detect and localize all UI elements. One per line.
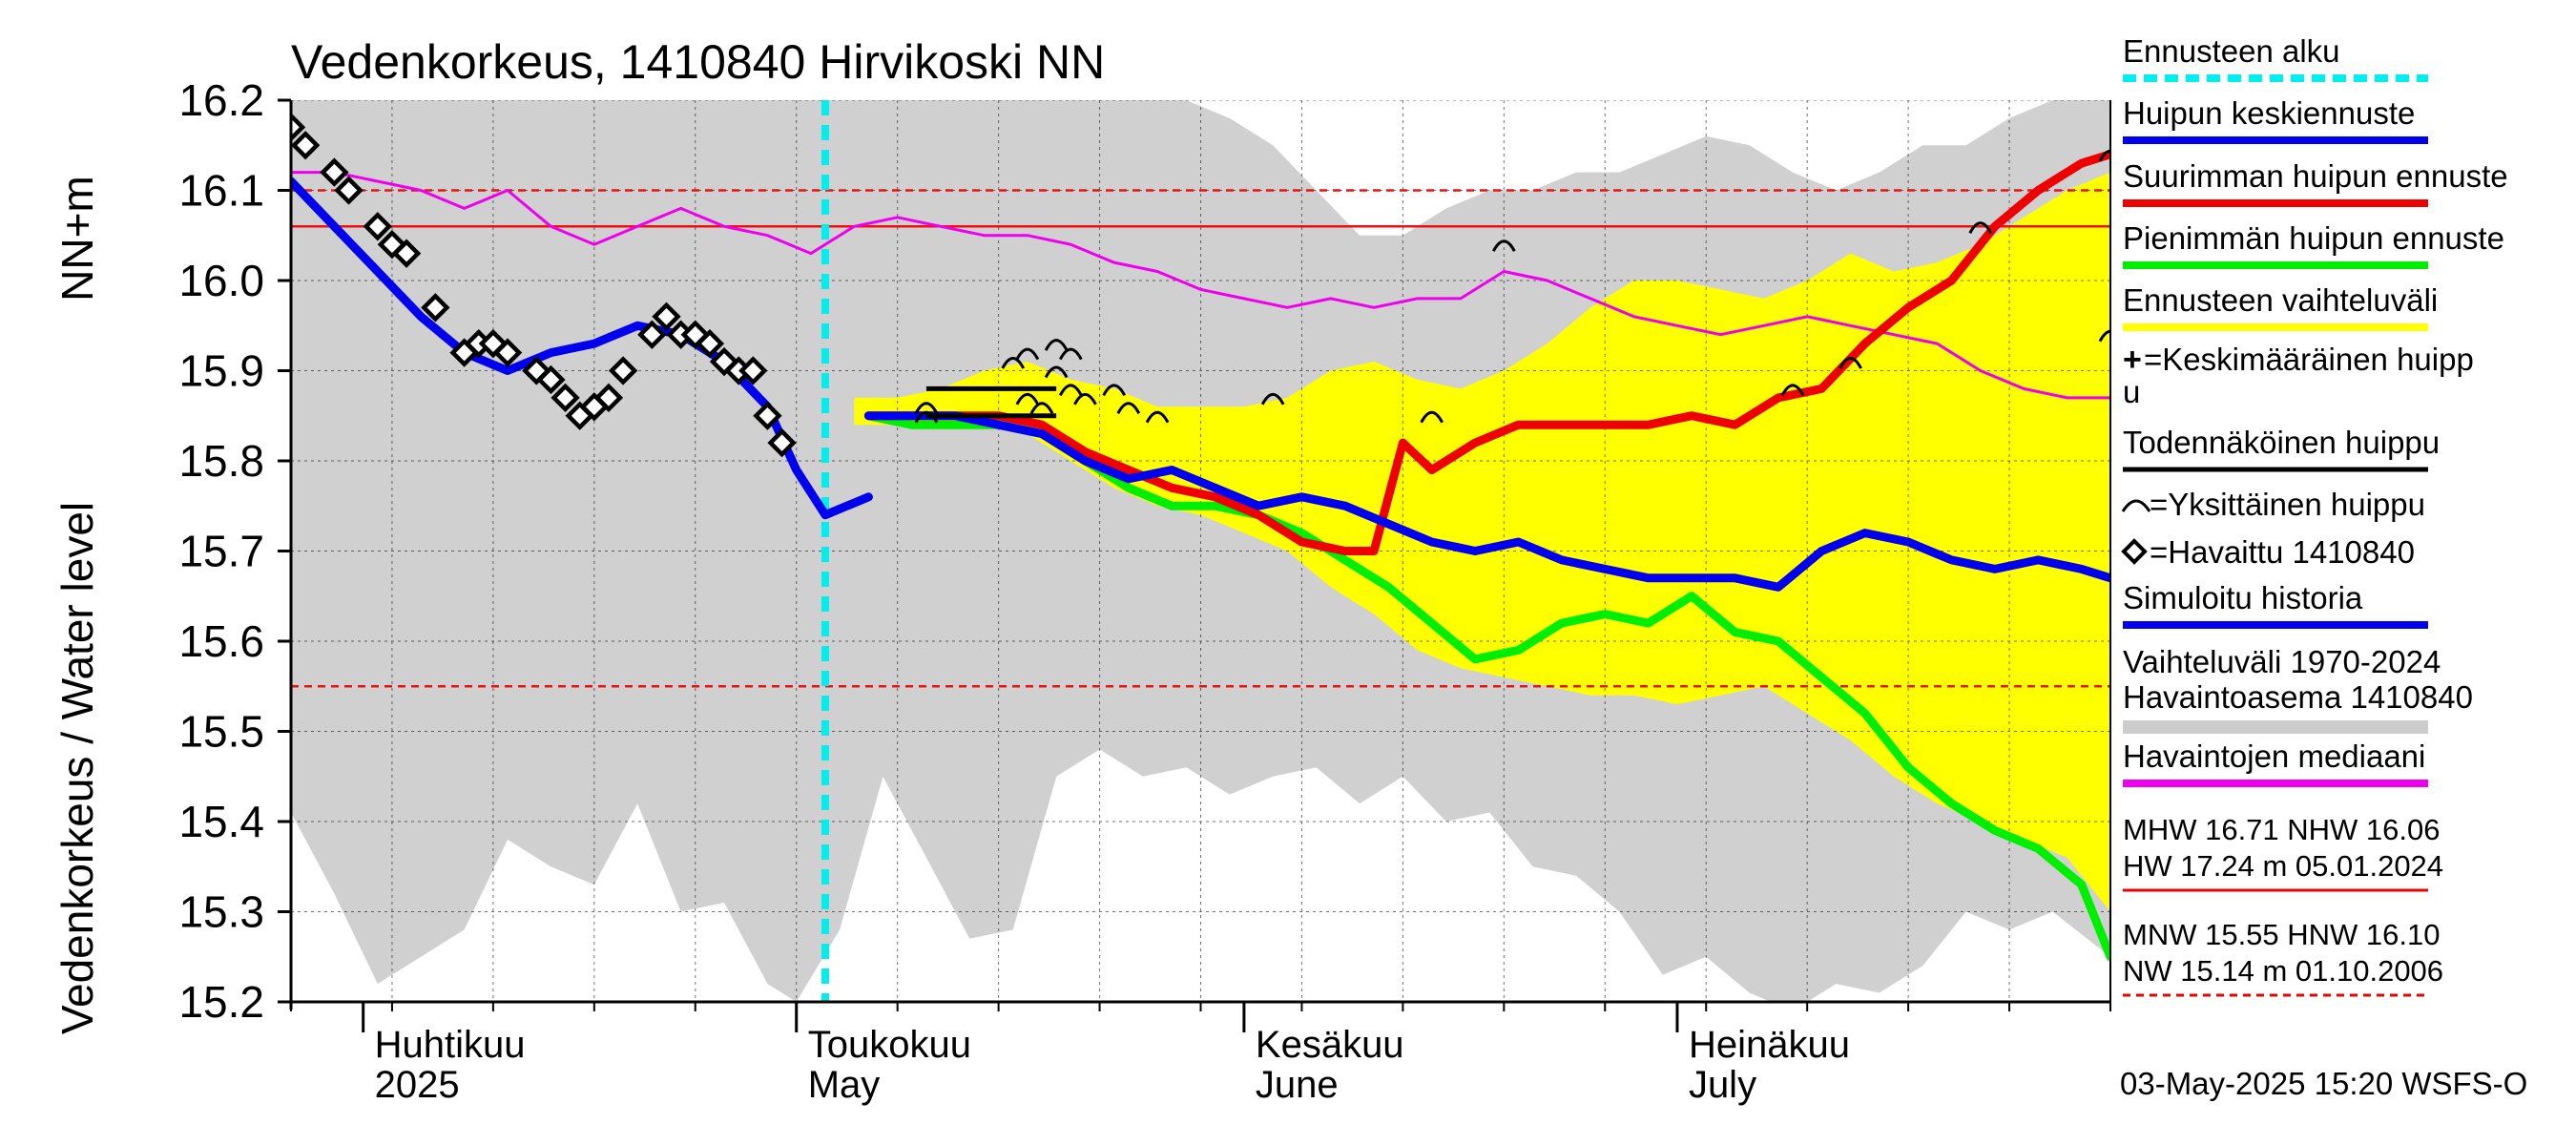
observed-point xyxy=(753,401,782,430)
single-peak-marker xyxy=(1420,410,1444,424)
single-peak-marker xyxy=(1839,357,1862,369)
single-peak-marker xyxy=(1968,221,1993,235)
observed-point xyxy=(492,338,523,367)
series-suurimman-huipun-ennuste xyxy=(863,150,2110,555)
x-month-label-fi: Heinäkuu xyxy=(1689,1024,1850,1066)
legend: Ennusteen alku Huipun keskiennuste Suurimm… xyxy=(2121,33,2508,997)
legend-label: Ennusteen alku xyxy=(2123,33,2340,69)
observed-point xyxy=(652,302,681,331)
stats-line: NW 15.14 m 01.10.2006 xyxy=(2123,954,2443,988)
y-tick-label: 15.4 xyxy=(178,797,264,846)
legend-label: =Keskimääräinen huipp xyxy=(2144,342,2474,377)
single-peak-marker xyxy=(1001,357,1026,369)
legend-label: Suurimman huipun ennuste xyxy=(2123,158,2508,194)
observed-point xyxy=(709,346,739,377)
x-month-label-en: July xyxy=(1689,1064,1756,1106)
single-peak-marker xyxy=(1145,410,1170,424)
x-month-label-fi: Kesäkuu xyxy=(1256,1024,1404,1066)
single-peak-marker xyxy=(1044,339,1069,351)
legend-label: Todennäköinen huippu xyxy=(2123,425,2440,460)
single-peak-marker xyxy=(1044,365,1069,379)
observed-point xyxy=(680,320,710,349)
observed-point xyxy=(738,356,768,385)
stats-line: MHW 16.71 NHW 16.06 xyxy=(2123,813,2441,846)
single-peak-marker xyxy=(1029,402,1054,415)
single-peak-marker xyxy=(1116,402,1141,415)
forecast-range-band xyxy=(854,172,2110,912)
y-tick-label: 16.2 xyxy=(178,75,264,125)
legend-label: =Yksittäinen huippu xyxy=(2150,487,2425,522)
observed-point xyxy=(608,356,638,385)
y-tick-label: 15.5 xyxy=(178,707,264,757)
observed-point xyxy=(522,356,551,385)
legend-label: Vaihteluväli 1970-2024 xyxy=(2123,644,2441,679)
single-peak-marker xyxy=(1015,347,1040,361)
y-tick-label: 15.2 xyxy=(178,977,264,1027)
legend-label-cont: u xyxy=(2123,374,2140,409)
observed-point xyxy=(593,383,624,413)
single-peak-marker xyxy=(1058,347,1083,361)
single-peak-marker xyxy=(1073,392,1097,406)
x-month-label-en: 2025 xyxy=(375,1064,460,1106)
observed-point xyxy=(767,427,797,458)
stats-line: HW 17.24 m 05.01.2024 xyxy=(2123,849,2443,883)
stats-line: MNW 15.55 HNW 16.10 xyxy=(2123,918,2441,951)
plot-content xyxy=(291,100,2110,1002)
legend-label: =Havaittu 1410840 xyxy=(2150,534,2415,570)
observed-point xyxy=(291,113,306,142)
observed-point xyxy=(320,157,349,187)
x-month-label-en: May xyxy=(808,1064,881,1106)
observed-point xyxy=(391,239,422,268)
observed-point xyxy=(478,328,509,359)
y-tick-label: 15.9 xyxy=(178,346,264,396)
single-peak-marker xyxy=(1260,392,1285,406)
single-peak-marker xyxy=(1780,384,1805,397)
footer-timestamp: 03-May-2025 15:20 WSFS-O xyxy=(2120,1066,2527,1101)
single-peak-marker xyxy=(1492,239,1516,252)
single-peak-marker xyxy=(1102,384,1127,397)
legend-label: Simuloitu historia xyxy=(2123,580,2363,615)
x-month-label-en: June xyxy=(1256,1064,1339,1106)
legend-diamond-icon xyxy=(2121,538,2148,565)
observed-point xyxy=(291,131,321,160)
legend-label: Pienimmän huipun ennuste xyxy=(2123,220,2504,256)
observed-point xyxy=(421,293,450,323)
series-havaintojen-mediaani xyxy=(291,171,2110,400)
observed-point xyxy=(551,383,580,413)
observed-point xyxy=(536,364,566,395)
observed-point xyxy=(637,320,667,349)
y-tick-label: 16.1 xyxy=(178,166,264,216)
x-month-label-fi: Huhtikuu xyxy=(375,1024,526,1066)
plot-area: 15.2 15.3 15.4 15.5 15.6 15.7 15.8 15.9 16.0 16.1… xyxy=(178,75,2111,1106)
observed-point xyxy=(334,176,364,205)
single-peak-marker xyxy=(2098,149,2110,162)
single-peak-marker xyxy=(914,410,939,424)
chart-title: Vedenkorkeus, 1410840 Hirvikoski NN xyxy=(291,35,1105,89)
single-peak-marker xyxy=(1058,384,1083,397)
x-month-label-fi: Toukokuu xyxy=(808,1024,971,1066)
y-tick-label: 15.3 xyxy=(178,887,264,937)
observed-point xyxy=(363,212,392,241)
y-tick-label: 15.6 xyxy=(178,616,264,666)
series-huipun-keskiennuste xyxy=(863,411,2110,592)
y-axis-unit-label: NN+m xyxy=(52,176,102,302)
y-tick-label: 15.8 xyxy=(178,436,264,486)
legend-label-cont: Havaintoasema 1410840 xyxy=(2123,679,2473,715)
legend-label: Havaintojen mediaani xyxy=(2123,739,2425,774)
legend-arc-icon xyxy=(2121,499,2151,512)
y-axis-label: Vedenkorkeus / Water level xyxy=(52,502,102,1034)
legend-label: Huipun keskiennuste xyxy=(2123,95,2415,131)
single-peak-marker xyxy=(1015,392,1040,406)
single-peak-marker xyxy=(914,402,939,415)
legend-label: Ennusteen vaihteluväli xyxy=(2123,282,2438,318)
single-peak-marker xyxy=(2098,329,2110,343)
legend-plus-icon: + xyxy=(2123,342,2142,378)
y-tick-label: 15.7 xyxy=(178,527,264,576)
y-tick-label: 16.0 xyxy=(178,256,264,305)
observed-point xyxy=(695,328,725,359)
